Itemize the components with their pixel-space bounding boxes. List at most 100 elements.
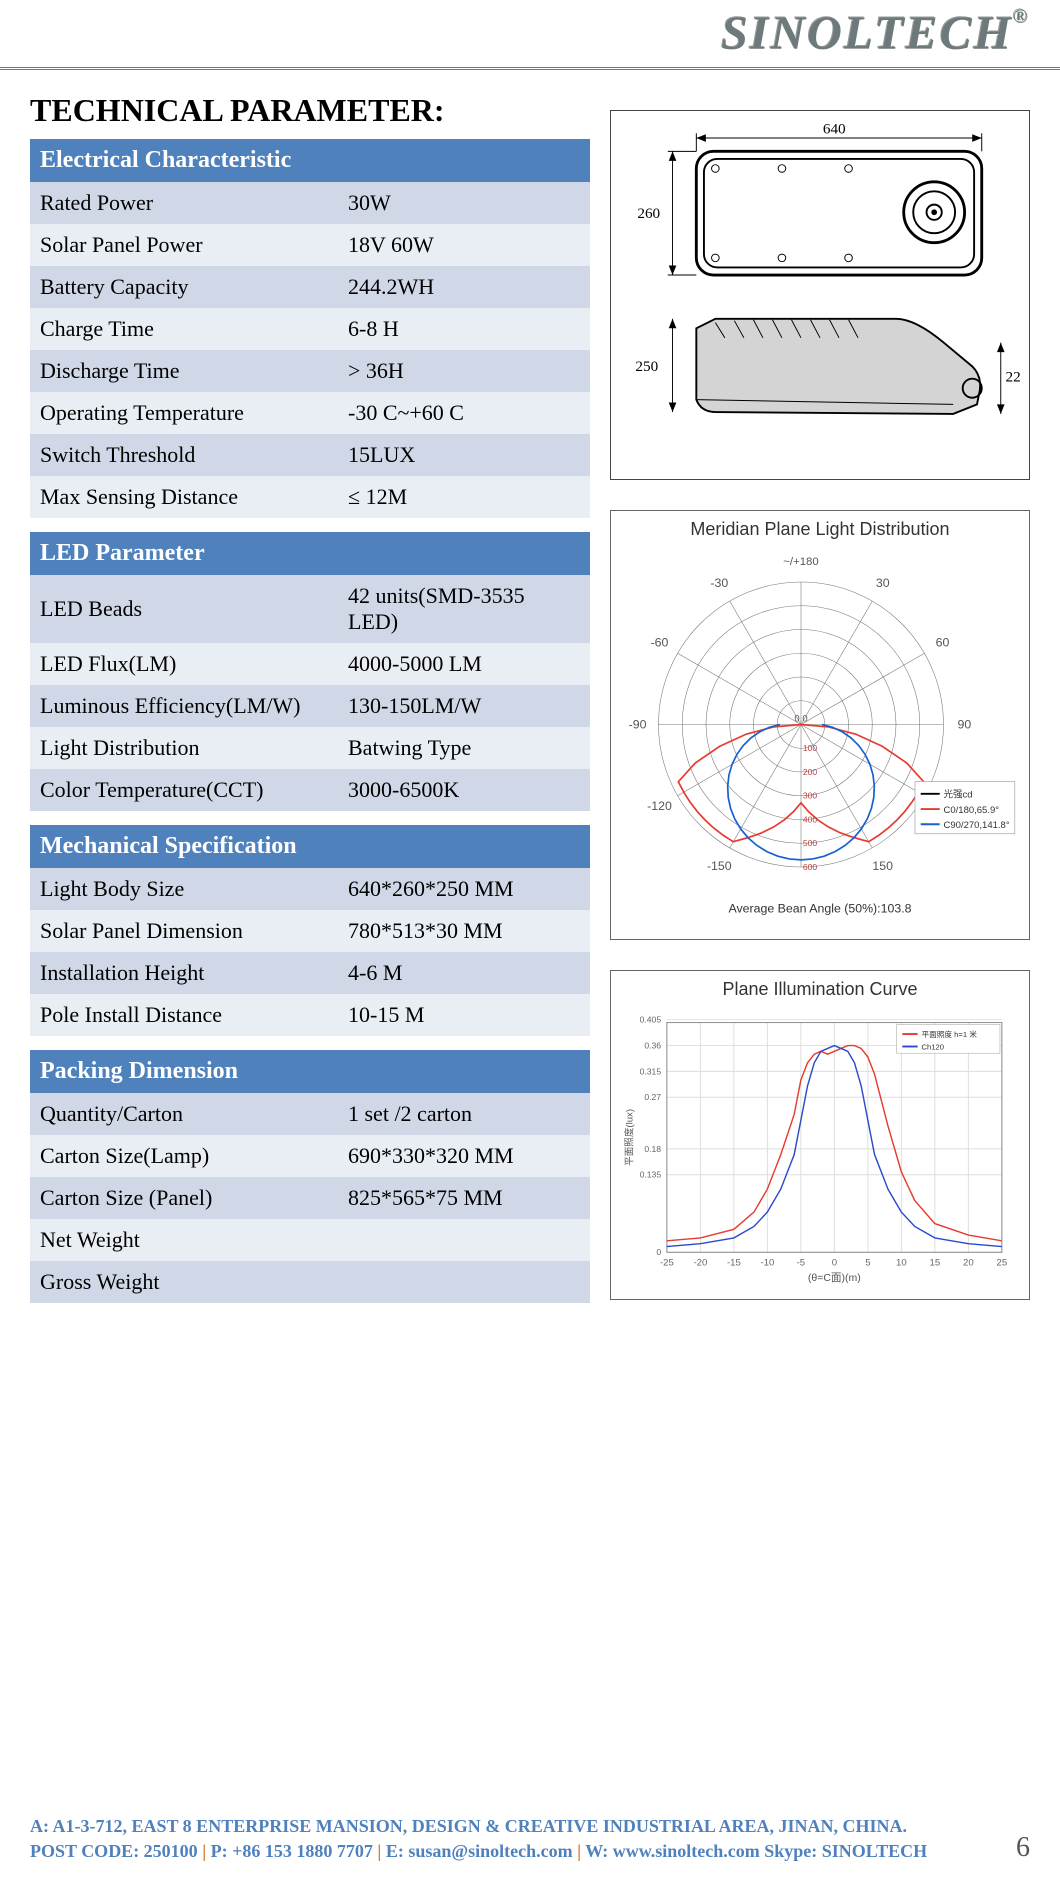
spec-label: Luminous Efficiency(LM/W) [30, 685, 338, 727]
svg-text:C0/180,65.9°: C0/180,65.9° [944, 805, 1000, 816]
spec-label: Net Weight [30, 1219, 338, 1261]
spec-value: 780*513*30 MM [338, 910, 590, 952]
svg-text:0.405: 0.405 [640, 1015, 662, 1025]
spec-label: Solar Panel Dimension [30, 910, 338, 952]
spec-value: 825*565*75 MM [338, 1177, 590, 1219]
svg-text:300: 300 [803, 791, 818, 801]
table-row: Max Sensing Distance≤ 12M [30, 476, 590, 518]
spec-label: Light Distribution [30, 727, 338, 769]
spec-label: Gross Weight [30, 1261, 338, 1303]
svg-text:150: 150 [872, 859, 893, 873]
svg-text:C90/270,141.8°: C90/270,141.8° [944, 820, 1010, 831]
spec-label: Pole Install Distance [30, 994, 338, 1036]
spec-label: Solar Panel Power [30, 224, 338, 266]
page-footer: A: A1-3-712, EAST 8 ENTERPRISE MANSION, … [0, 1814, 1060, 1864]
svg-text:0.27: 0.27 [644, 1092, 661, 1102]
table-header: Packing Dimension [30, 1050, 590, 1093]
spec-label: Battery Capacity [30, 266, 338, 308]
svg-text:-60: -60 [651, 636, 669, 650]
svg-text:0.36: 0.36 [644, 1040, 661, 1050]
table-header: Mechanical Specification [30, 825, 590, 868]
spec-value: ≤ 12M [338, 476, 590, 518]
dimension-drawing: 640 [610, 110, 1030, 480]
table-row: Luminous Efficiency(LM/W)130-150LM/W [30, 685, 590, 727]
svg-text:0.315: 0.315 [640, 1066, 662, 1076]
svg-text:100: 100 [803, 743, 818, 753]
spec-label: Light Body Size [30, 868, 338, 910]
table-row: Solar Panel Power18V 60W [30, 224, 590, 266]
spec-value: 130-150LM/W [338, 685, 590, 727]
spec-value: -30 C~+60 C [338, 392, 590, 434]
spec-value: 4-6 M [338, 952, 590, 994]
dim-250-text: 250 [635, 358, 658, 375]
svg-text:0.18: 0.18 [644, 1144, 661, 1154]
spec-value: 15LUX [338, 434, 590, 476]
svg-text:Ch120: Ch120 [921, 1042, 944, 1051]
spec-label: Rated Power [30, 182, 338, 224]
spec-value: 1 set /2 carton [338, 1093, 590, 1135]
svg-text:30: 30 [876, 576, 890, 590]
table-row: Light DistributionBatwing Type [30, 727, 590, 769]
polar-chart: Meridian Plane Light Distribution 306090… [610, 510, 1030, 940]
table-row: Battery Capacity244.2WH [30, 266, 590, 308]
table-header: Electrical Characteristic [30, 139, 590, 182]
electrical-table: Electrical CharacteristicRated Power30WS… [30, 139, 590, 518]
svg-text:600: 600 [803, 862, 818, 872]
led-table: LED ParameterLED Beads42 units(SMD-3535 … [30, 532, 590, 811]
spec-value [338, 1219, 590, 1261]
spec-label: Installation Height [30, 952, 338, 994]
curve-title: Plane Illumination Curve [619, 979, 1021, 1000]
svg-text:-25: -25 [660, 1258, 674, 1269]
brand-logo: SINOLTECH® [721, 6, 1030, 61]
table-row: Net Weight [30, 1219, 590, 1261]
spec-value: 6-8 H [338, 308, 590, 350]
page-number: 6 [1016, 1832, 1030, 1864]
svg-text:平面照度 h=1 米: 平面照度 h=1 米 [921, 1029, 977, 1039]
svg-text:光强cd: 光强cd [944, 789, 973, 801]
svg-text:-90: -90 [629, 717, 647, 731]
spec-label: Discharge Time [30, 350, 338, 392]
spec-label: Charge Time [30, 308, 338, 350]
table-row: Carton Size (Panel)825*565*75 MM [30, 1177, 590, 1219]
packing-table: Packing DimensionQuantity/Carton1 set /2… [30, 1050, 590, 1303]
svg-text:90: 90 [958, 717, 972, 731]
svg-text:200: 200 [803, 767, 818, 777]
svg-text:-15: -15 [727, 1258, 741, 1269]
table-row: Installation Height4-6 M [30, 952, 590, 994]
spec-value: 640*260*250 MM [338, 868, 590, 910]
table-header: LED Parameter [30, 532, 590, 575]
table-row: Charge Time6-8 H [30, 308, 590, 350]
table-row: Solar Panel Dimension780*513*30 MM [30, 910, 590, 952]
svg-text:-150: -150 [707, 859, 732, 873]
svg-text:~/+180: ~/+180 [783, 556, 818, 568]
spec-value: 42 units(SMD-3535 LED) [338, 575, 590, 643]
spec-label: LED Beads [30, 575, 338, 643]
spec-value: 10-15 M [338, 994, 590, 1036]
svg-text:0.135: 0.135 [640, 1170, 662, 1180]
table-row: Quantity/Carton1 set /2 carton [30, 1093, 590, 1135]
spec-value: 3000-6500K [338, 769, 590, 811]
table-row: Operating Temperature-30 C~+60 C [30, 392, 590, 434]
mechanical-table: Mechanical SpecificationLight Body Size6… [30, 825, 590, 1036]
svg-text:10: 10 [896, 1258, 907, 1269]
table-row: Gross Weight [30, 1261, 590, 1303]
left-column: TECHNICAL PARAMETER: Electrical Characte… [30, 80, 590, 1317]
svg-text:60: 60 [936, 636, 950, 650]
footer-line1: A: A1-3-712, EAST 8 ENTERPRISE MANSION, … [30, 1814, 1030, 1839]
table-row: LED Beads42 units(SMD-3535 LED) [30, 575, 590, 643]
spec-value: > 36H [338, 350, 590, 392]
svg-text:0.0: 0.0 [794, 714, 807, 725]
spec-value: 244.2WH [338, 266, 590, 308]
table-row: Light Body Size640*260*250 MM [30, 868, 590, 910]
table-row: Color Temperature(CCT)3000-6500K [30, 769, 590, 811]
spec-label: Operating Temperature [30, 392, 338, 434]
table-row: Discharge Time> 36H [30, 350, 590, 392]
svg-text:Average Bean Angle (50%):103.8: Average Bean Angle (50%):103.8 [728, 902, 911, 916]
spec-label: Switch Threshold [30, 434, 338, 476]
dim-220-text: 220 [1006, 369, 1021, 386]
page-header: SINOLTECH® [0, 0, 1060, 70]
svg-text:0: 0 [832, 1258, 837, 1269]
svg-text:5: 5 [865, 1258, 870, 1269]
right-column: 640 [610, 80, 1030, 1317]
table-row: Carton Size(Lamp)690*330*320 MM [30, 1135, 590, 1177]
